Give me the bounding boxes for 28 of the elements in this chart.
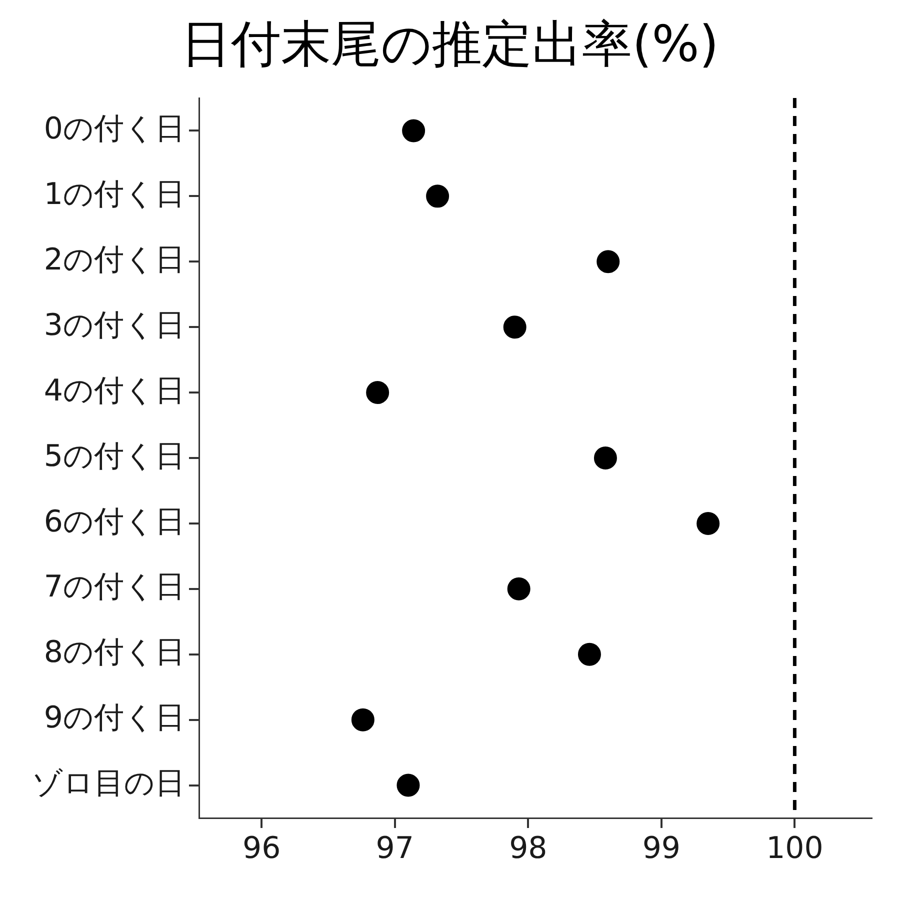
point [426,184,450,208]
point [594,446,617,470]
point [402,119,426,142]
chart-title: 日付末尾の推定出率(%) [181,14,719,73]
y-tick-label: 5の付く日 [44,438,185,474]
point [366,381,390,404]
y-tick-label: 7の付く日 [44,570,185,605]
x-tick-label: 96 [242,830,281,866]
y-tick-label: 9の付く日 [44,700,185,736]
x-tick-label: 97 [376,830,414,866]
point [596,250,620,274]
x-tick-label: 100 [766,830,824,866]
y-tick-label: ゾロ目の日 [32,766,185,802]
x-tick-label: 98 [509,830,548,866]
point [351,708,374,732]
y-tick-label: 2の付く日 [44,242,185,278]
y-tick-label: 6の付く日 [44,504,185,540]
y-tick-label: 0の付く日 [44,112,185,147]
point [507,577,530,600]
y-tick-label: 3の付く日 [44,308,185,343]
point [578,642,601,666]
x-tick-label: 99 [642,830,681,866]
y-tick-label: 8の付く日 [44,635,185,670]
point [696,512,720,535]
point [503,316,526,339]
y-tick-label: 4の付く日 [44,373,185,408]
point [396,774,420,797]
y-tick-label: 1の付く日 [44,176,185,212]
